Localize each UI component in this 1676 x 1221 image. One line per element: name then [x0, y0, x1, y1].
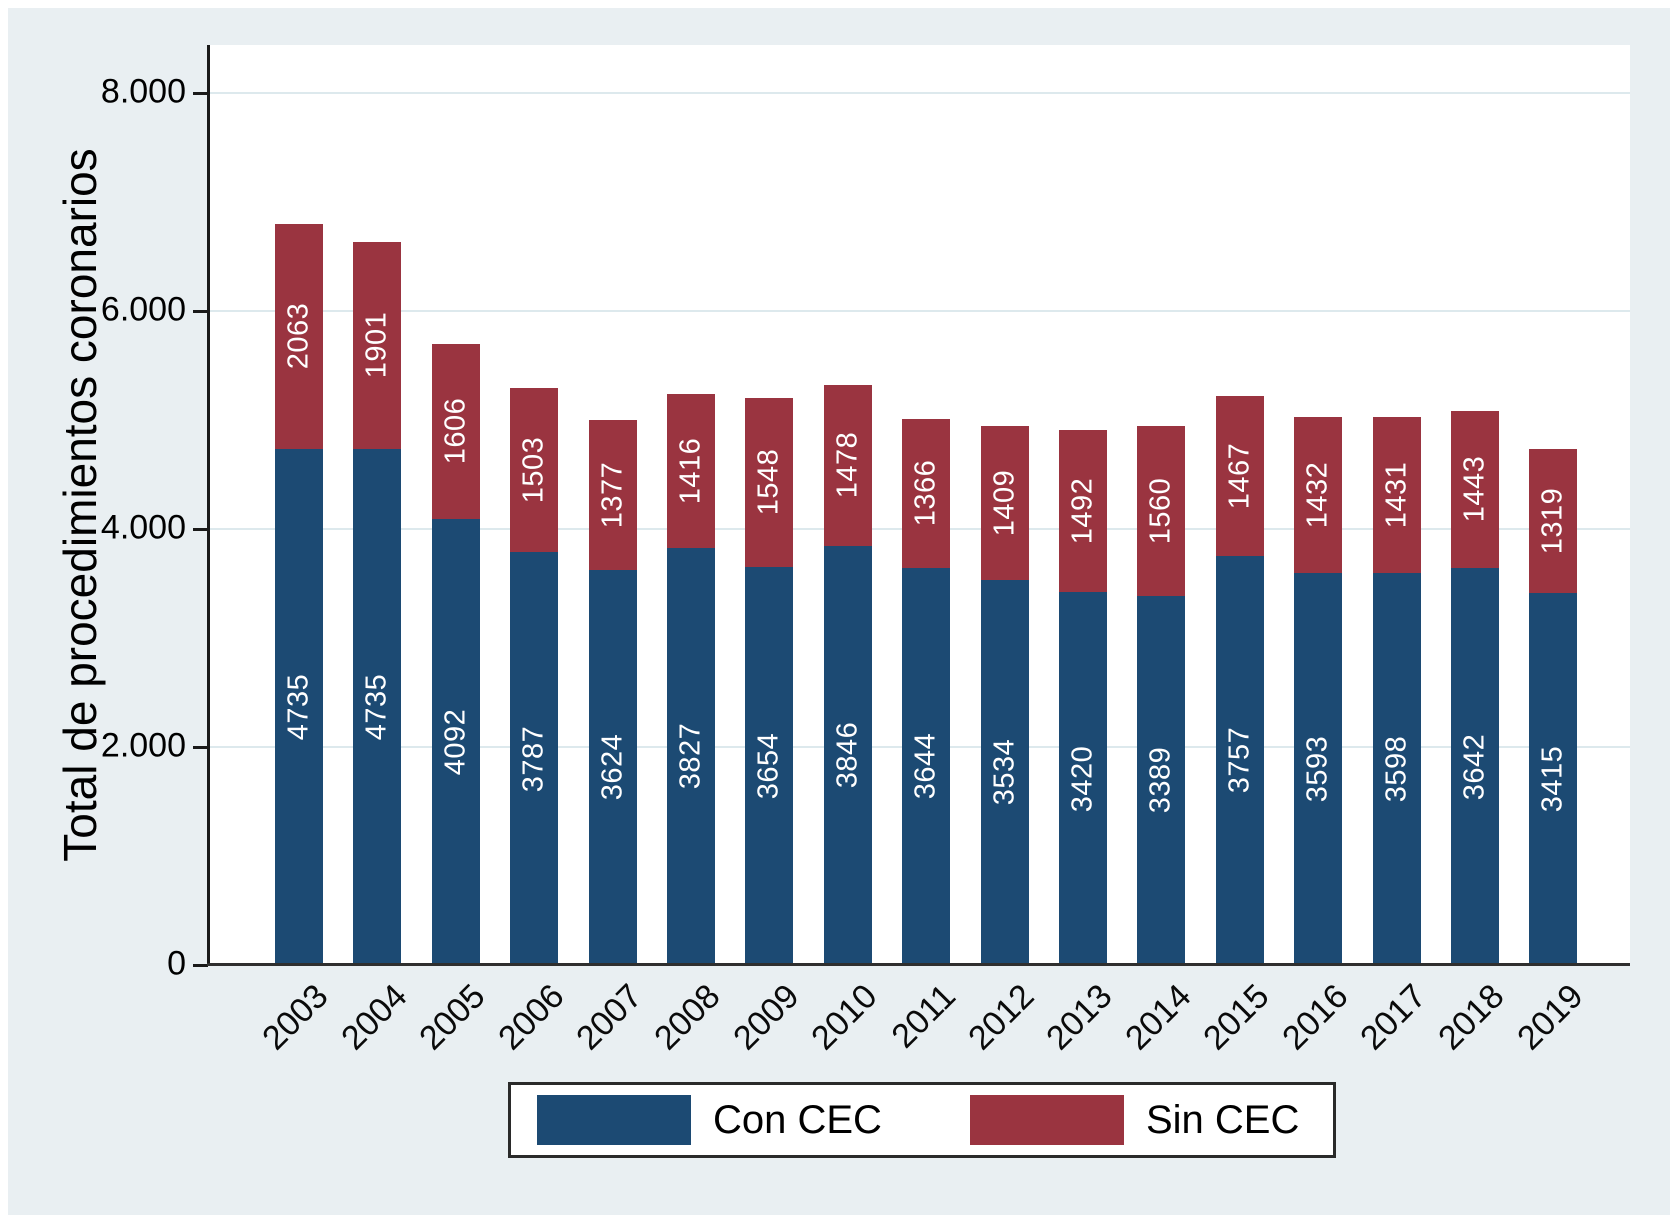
y-tick-mark [193, 91, 208, 95]
bar-value-label-con-cec: 3593 [1301, 735, 1334, 803]
bar-segment-con-cec [431, 518, 480, 965]
bar-segment-con-cec [1137, 595, 1186, 965]
bar-segment-con-cec [510, 552, 559, 965]
bar-segment-con-cec [823, 545, 872, 965]
bar-segment-sin-cec [1137, 425, 1186, 596]
bar-segment-sin-cec [588, 419, 637, 570]
bar-value-label-con-cec: 3598 [1380, 735, 1413, 803]
bar-value-label-con-cec: 3389 [1144, 747, 1177, 814]
gridline [210, 92, 1630, 94]
bar-value-label-sin-cec: 1467 [1223, 442, 1256, 509]
bar-segment-sin-cec [902, 418, 951, 568]
bar-segment-sin-cec [353, 241, 402, 449]
bar-value-label-sin-cec: 1492 [1066, 477, 1099, 545]
plot-area: 4735 2063 4735 1901 4092 1606 3787 1503 3624 1377… [210, 45, 1630, 965]
legend-entry-sin-cec: Sin CEC [969, 1095, 1300, 1145]
bar-segment-con-cec [1529, 592, 1578, 965]
y-tick-label: 4.000 [100, 508, 186, 547]
bar-value-label-sin-cec: 1409 [988, 469, 1021, 537]
bar-segment-sin-cec [1529, 449, 1578, 593]
bar-segment-sin-cec [1451, 410, 1499, 569]
bar-value-label-con-cec: 3420 [1066, 745, 1099, 812]
bar-value-label-con-cec: 4735 [360, 673, 393, 741]
y-tick-label: 8.000 [100, 72, 186, 111]
bar-segment-con-cec [902, 567, 951, 965]
y-tick-label: 0 [167, 944, 186, 983]
bar-segment-con-cec [745, 566, 794, 965]
bar-segment-sin-cec [1059, 429, 1107, 593]
bar-segment-sin-cec [275, 224, 323, 449]
bar-segment-con-cec [1451, 568, 1499, 965]
bar-segment-con-cec [1215, 555, 1264, 965]
bar-value-label-sin-cec: 1366 [909, 460, 942, 527]
bar-value-label-sin-cec: 1443 [1458, 456, 1491, 523]
bar-value-label-sin-cec: 1478 [831, 431, 864, 499]
bar-segment-sin-cec [1215, 395, 1264, 556]
bar-segment-con-cec [353, 448, 402, 965]
bar-segment-con-cec [588, 569, 637, 965]
bar-value-label-sin-cec: 1560 [1144, 477, 1177, 544]
legend-label-sin-cec: Sin CEC [1145, 1097, 1300, 1142]
bar-segment-sin-cec [823, 384, 872, 546]
bar-value-label-sin-cec: 1548 [752, 449, 785, 516]
y-tick-label: 2.000 [100, 726, 186, 765]
bar-value-label-con-cec: 4092 [439, 708, 472, 776]
y-tick-label: 6.000 [100, 290, 186, 329]
bar-value-label-sin-cec: 1416 [674, 437, 707, 504]
legend: Con CEC Sin CEC [508, 1082, 1336, 1158]
bar-value-label-con-cec: 3757 [1223, 726, 1256, 794]
bar-value-label-sin-cec: 1606 [439, 398, 472, 465]
legend-swatch-con-cec [537, 1095, 691, 1145]
bar-value-label-con-cec: 3654 [752, 732, 785, 800]
bar-value-label-con-cec: 3827 [674, 723, 707, 790]
y-axis-line [207, 45, 210, 966]
bar-segment-con-cec [980, 579, 1029, 965]
y-tick-mark [193, 963, 208, 967]
bar-value-label-con-cec: 3787 [517, 725, 550, 792]
bar-segment-sin-cec [1294, 417, 1343, 574]
bar-value-label-sin-cec: 1503 [517, 437, 550, 504]
bar-value-label-sin-cec: 1377 [596, 461, 629, 529]
bar-segment-sin-cec [1372, 416, 1421, 573]
y-tick-mark [193, 745, 208, 749]
bar-segment-sin-cec [745, 398, 794, 567]
bar-value-label-con-cec: 3644 [909, 733, 942, 800]
bar-value-label-sin-cec: 1432 [1301, 462, 1334, 529]
bar-value-label-con-cec: 3846 [831, 722, 864, 789]
gridline [210, 310, 1630, 312]
bar-segment-sin-cec [510, 388, 559, 553]
bar-segment-con-cec [1059, 592, 1107, 965]
legend-label-con-cec: Con CEC [713, 1097, 882, 1142]
bar-value-label-con-cec: 3415 [1536, 745, 1569, 813]
bar-value-label-con-cec: 3624 [596, 734, 629, 801]
legend-swatch-sin-cec [969, 1095, 1124, 1145]
bar-segment-sin-cec [667, 393, 715, 548]
bar-value-label-sin-cec: 1319 [1536, 487, 1569, 555]
bar-segment-con-cec [1294, 573, 1343, 965]
bar-segment-con-cec [667, 547, 715, 965]
bar-value-label-sin-cec: 1431 [1380, 461, 1413, 529]
bar-value-label-sin-cec: 1901 [360, 312, 393, 379]
bar-segment-sin-cec [431, 343, 480, 519]
legend-entry-con-cec: Con CEC [537, 1095, 882, 1145]
y-tick-mark [193, 309, 208, 313]
bar-segment-sin-cec [980, 426, 1029, 580]
y-tick-mark [193, 527, 208, 531]
x-axis-line [207, 963, 1630, 966]
bar-value-label-con-cec: 3642 [1458, 733, 1491, 800]
bar-value-label-con-cec: 3534 [988, 739, 1021, 806]
bar-value-label-con-cec: 4735 [282, 673, 315, 741]
bar-segment-con-cec [1372, 572, 1421, 965]
bar-value-label-sin-cec: 2063 [282, 303, 315, 370]
bar-segment-con-cec [275, 448, 323, 965]
